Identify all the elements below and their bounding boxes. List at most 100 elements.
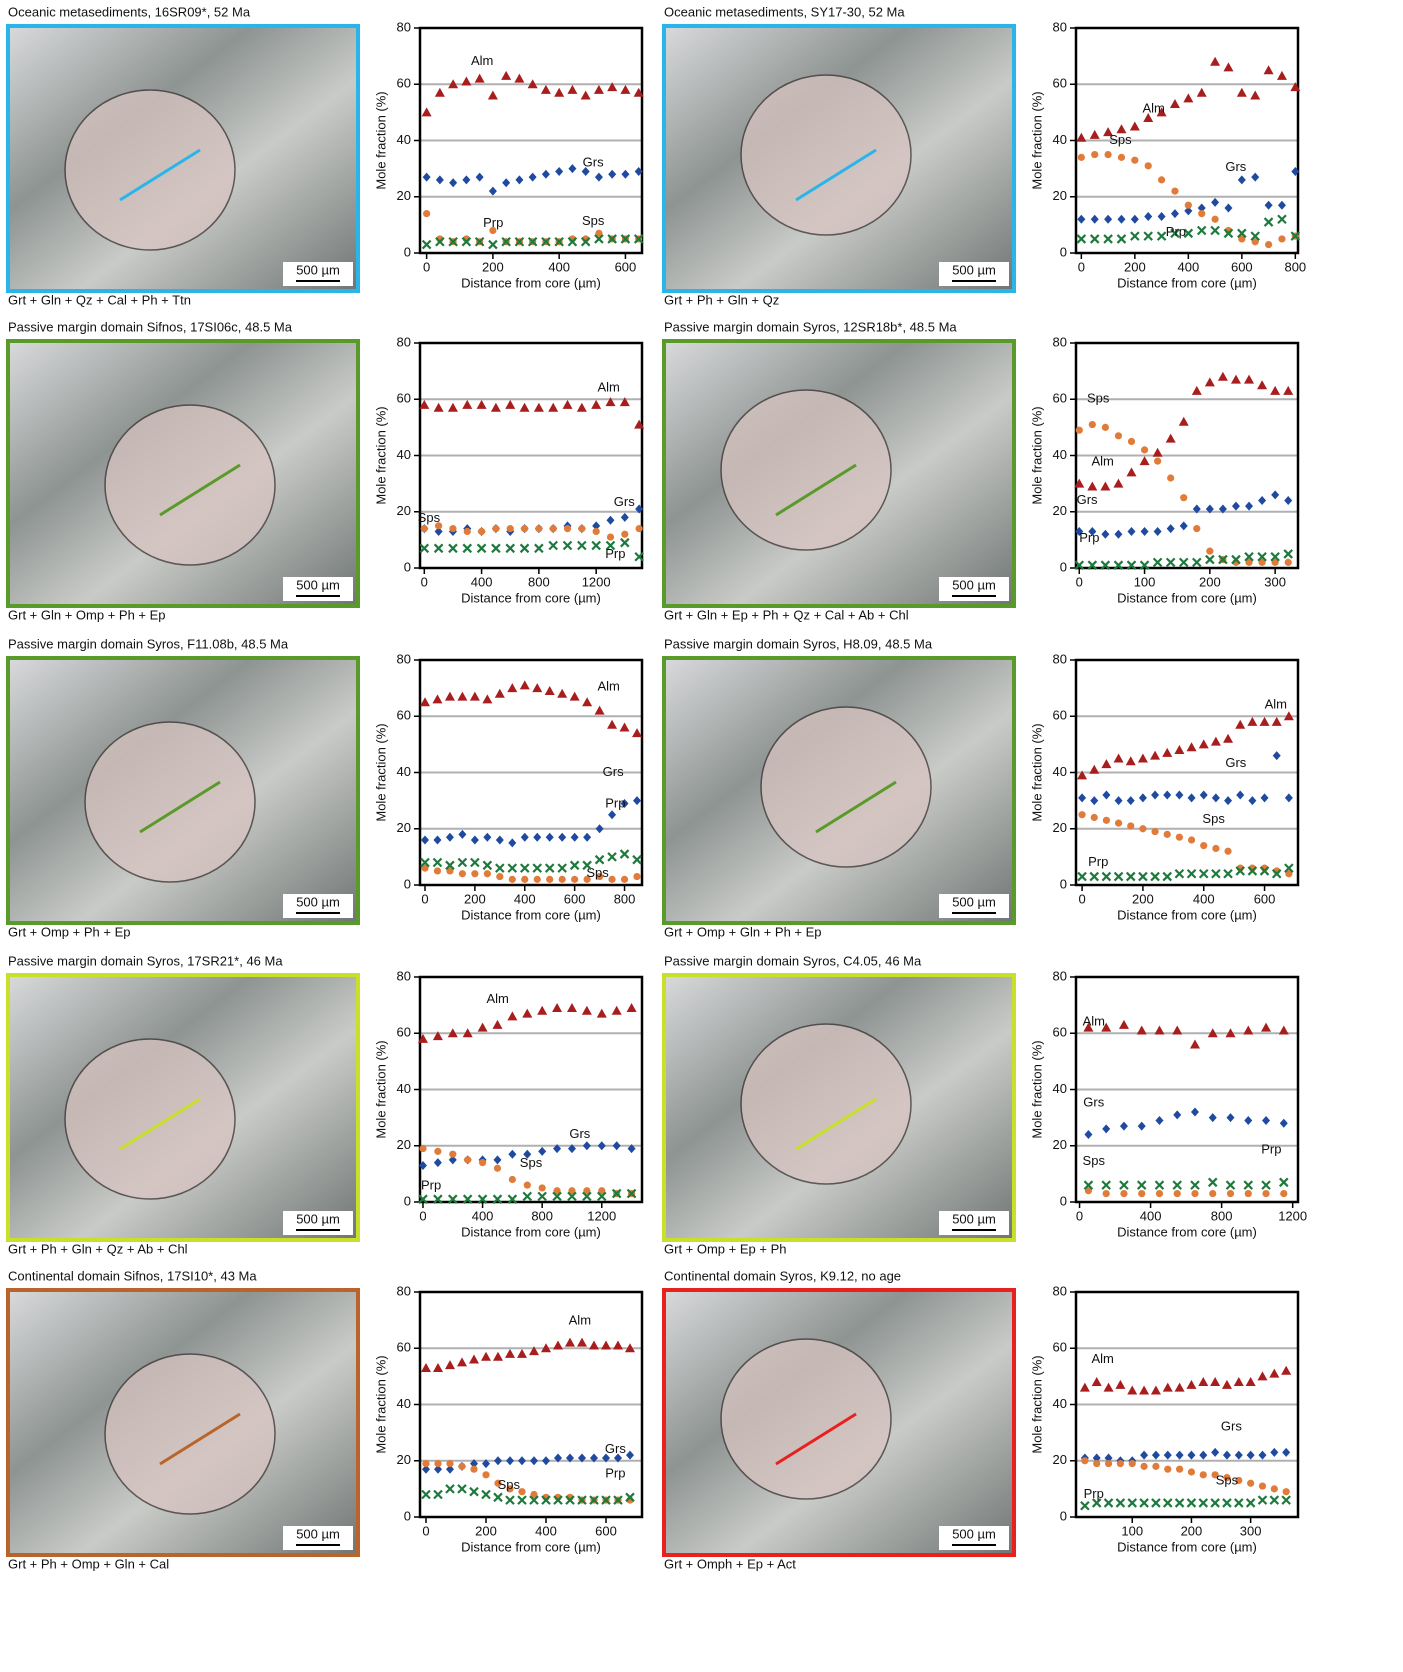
point [1176, 1451, 1184, 1460]
point [1205, 377, 1215, 386]
point [1152, 1463, 1159, 1470]
point [1191, 1190, 1198, 1197]
y-tick-label: 40 [1053, 1396, 1067, 1411]
point [550, 525, 557, 532]
series-label: Grs [1083, 1094, 1104, 1109]
point [1153, 448, 1163, 457]
x-tick-label: 0 [423, 259, 430, 274]
point [1223, 62, 1233, 71]
point [1258, 496, 1266, 505]
point [1272, 717, 1282, 726]
x-axis-label: Distance from core (µm) [1117, 590, 1257, 605]
point [1277, 71, 1287, 80]
point [508, 838, 516, 847]
y-tick-label: 80 [1053, 651, 1067, 666]
point [534, 876, 541, 883]
y-tick-label: 60 [1053, 1340, 1067, 1355]
point [422, 1491, 430, 1499]
point [549, 542, 557, 550]
page: {"chart_data": [ {"type":"scatter","titl… [0, 0, 1403, 1672]
point [613, 1340, 623, 1349]
point [419, 1145, 426, 1152]
y-tick-label: 0 [1060, 1193, 1067, 1208]
y-tick-label: 80 [1053, 19, 1067, 34]
series-label: Prp [483, 215, 503, 230]
x-tick-label: 1200 [587, 1208, 616, 1223]
point [1104, 235, 1112, 243]
point [1284, 550, 1292, 558]
photo-title: Passive margin domain Sifnos, 17SI06c, 4… [8, 319, 293, 334]
x-tick-label: 800 [1284, 259, 1306, 274]
point [554, 88, 564, 97]
point [1257, 380, 1267, 389]
y-tick-label: 0 [1060, 876, 1067, 891]
point [1244, 1181, 1252, 1189]
point [1104, 215, 1112, 224]
point [1282, 1496, 1290, 1504]
point [1115, 432, 1122, 439]
x-tick-label: 800 [614, 891, 636, 906]
point [1270, 386, 1280, 395]
point [1199, 1499, 1207, 1507]
point [1078, 154, 1085, 161]
point [1198, 1377, 1208, 1386]
point [1089, 765, 1099, 774]
point [594, 85, 604, 94]
point [621, 850, 629, 858]
panel: Passive margin domain Syros, H8.09, 48.5… [664, 636, 1298, 939]
point [1232, 502, 1240, 511]
point [1116, 1499, 1124, 1507]
point [542, 170, 550, 179]
point [507, 525, 514, 532]
point [1175, 1383, 1185, 1392]
point [1171, 209, 1179, 218]
caption: Grt + Gln + Qz + Cal + Ph + Ttn [8, 292, 191, 307]
point [565, 1338, 575, 1347]
point [593, 528, 600, 535]
point [1188, 870, 1196, 878]
panel: Passive margin domain Sifnos, 17SI06c, 4… [8, 319, 644, 622]
point [433, 859, 441, 867]
point [613, 1141, 621, 1150]
point [535, 544, 543, 552]
point [1192, 386, 1202, 395]
y-tick-label: 60 [397, 76, 411, 91]
y-tick-label: 0 [404, 559, 411, 574]
point [1158, 212, 1166, 221]
point [521, 544, 529, 552]
point [570, 692, 580, 701]
series-label: Sps [1109, 132, 1132, 147]
point [483, 861, 491, 869]
point [1190, 1040, 1200, 1049]
point [521, 864, 529, 872]
point [1224, 204, 1232, 213]
y-tick-label: 60 [397, 708, 411, 723]
point [1138, 1190, 1145, 1197]
point [578, 525, 585, 532]
point [1101, 530, 1109, 539]
point [633, 873, 640, 880]
point [545, 686, 555, 695]
point [1235, 720, 1245, 729]
point [1173, 1110, 1181, 1119]
point [571, 876, 578, 883]
point [1126, 756, 1136, 765]
point [1092, 1377, 1102, 1386]
point [1247, 1499, 1255, 1507]
scale-label: 500 µm [952, 894, 996, 909]
point [1262, 1190, 1269, 1197]
point [548, 403, 558, 412]
point [1273, 751, 1281, 760]
point [578, 542, 586, 550]
point [1102, 1181, 1110, 1189]
x-tick-label: 100 [1134, 574, 1156, 589]
series-label: Grs [1221, 1418, 1242, 1433]
point [1188, 1468, 1195, 1475]
point [1280, 1119, 1288, 1128]
point [607, 720, 617, 729]
point [1139, 825, 1146, 832]
point [496, 836, 504, 845]
point [423, 173, 431, 182]
scale-label: 500 µm [296, 262, 340, 277]
point [1090, 130, 1100, 139]
